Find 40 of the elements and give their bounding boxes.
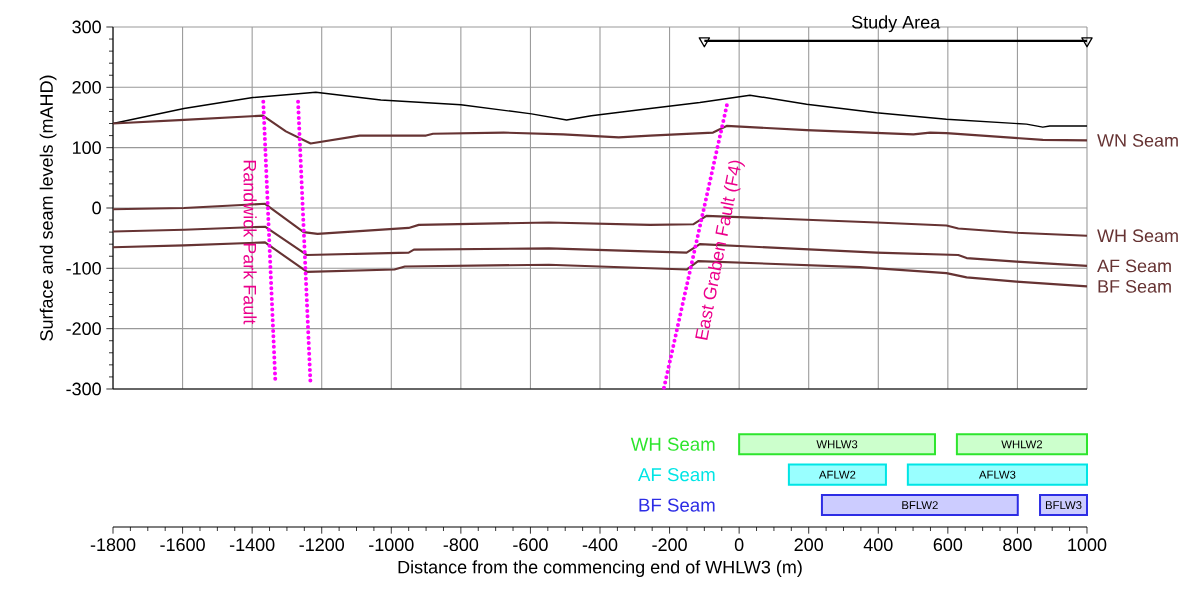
x-tick-label: -1400 <box>229 538 275 552</box>
x-tick-label: -1800 <box>90 538 136 552</box>
x-tick-label: -1600 <box>160 538 205 552</box>
annotation: Randwick Park Fault <box>243 160 257 325</box>
data-label: WHLW2 <box>1001 440 1043 449</box>
y-tick-label: 0 <box>92 201 101 215</box>
series-label: Study Area <box>851 15 941 33</box>
y-tick-label: 100 <box>72 141 101 155</box>
y-tick-label: BF Seam <box>639 498 715 512</box>
x-axis-title: Distance from the commencing end of WHLW3 (m) <box>398 560 802 578</box>
data-label: AFLW3 <box>978 470 1016 479</box>
x-tick-label: 1000 <box>1068 538 1107 552</box>
series-label: BF Seam <box>1098 280 1171 293</box>
series-label: WN Seam <box>1097 134 1178 147</box>
y-tick-label: AF Seam <box>638 468 715 482</box>
x-tick-label: -400 <box>582 538 618 552</box>
y-tick-label: -300 <box>66 382 101 396</box>
y-tick-label: 300 <box>72 20 101 34</box>
y-tick-label: WH Seam <box>630 437 715 451</box>
x-tick-label: 600 <box>933 538 963 552</box>
annotation: East Graben Fault (F4) <box>695 160 745 340</box>
data-label: WHLW3 <box>816 440 858 449</box>
y-tick-label: 200 <box>72 80 101 94</box>
y-axis-title: Surface and seam levels (mAHD) <box>39 75 57 341</box>
series-label: WH Seam <box>1097 229 1178 243</box>
x-tick-label: 800 <box>1003 538 1032 552</box>
line-series <box>111 114 1089 145</box>
y-tick-label: -200 <box>66 322 101 336</box>
x-tick-label: 400 <box>863 538 893 552</box>
x-tick-label: -1000 <box>369 538 414 552</box>
x-tick-label: 200 <box>794 538 824 552</box>
x-tick-label: -800 <box>443 538 479 552</box>
series-label: AF Seam <box>1097 259 1171 273</box>
data-label: BFLW3 <box>1045 501 1082 510</box>
data-label: BFLW2 <box>902 501 938 510</box>
x-tick-label: 0 <box>734 538 744 552</box>
x-tick-label: -1200 <box>299 538 345 552</box>
x-tick-label: -600 <box>513 538 548 552</box>
data-label: AFLW2 <box>818 470 856 479</box>
y-tick-label: -100 <box>66 261 101 275</box>
